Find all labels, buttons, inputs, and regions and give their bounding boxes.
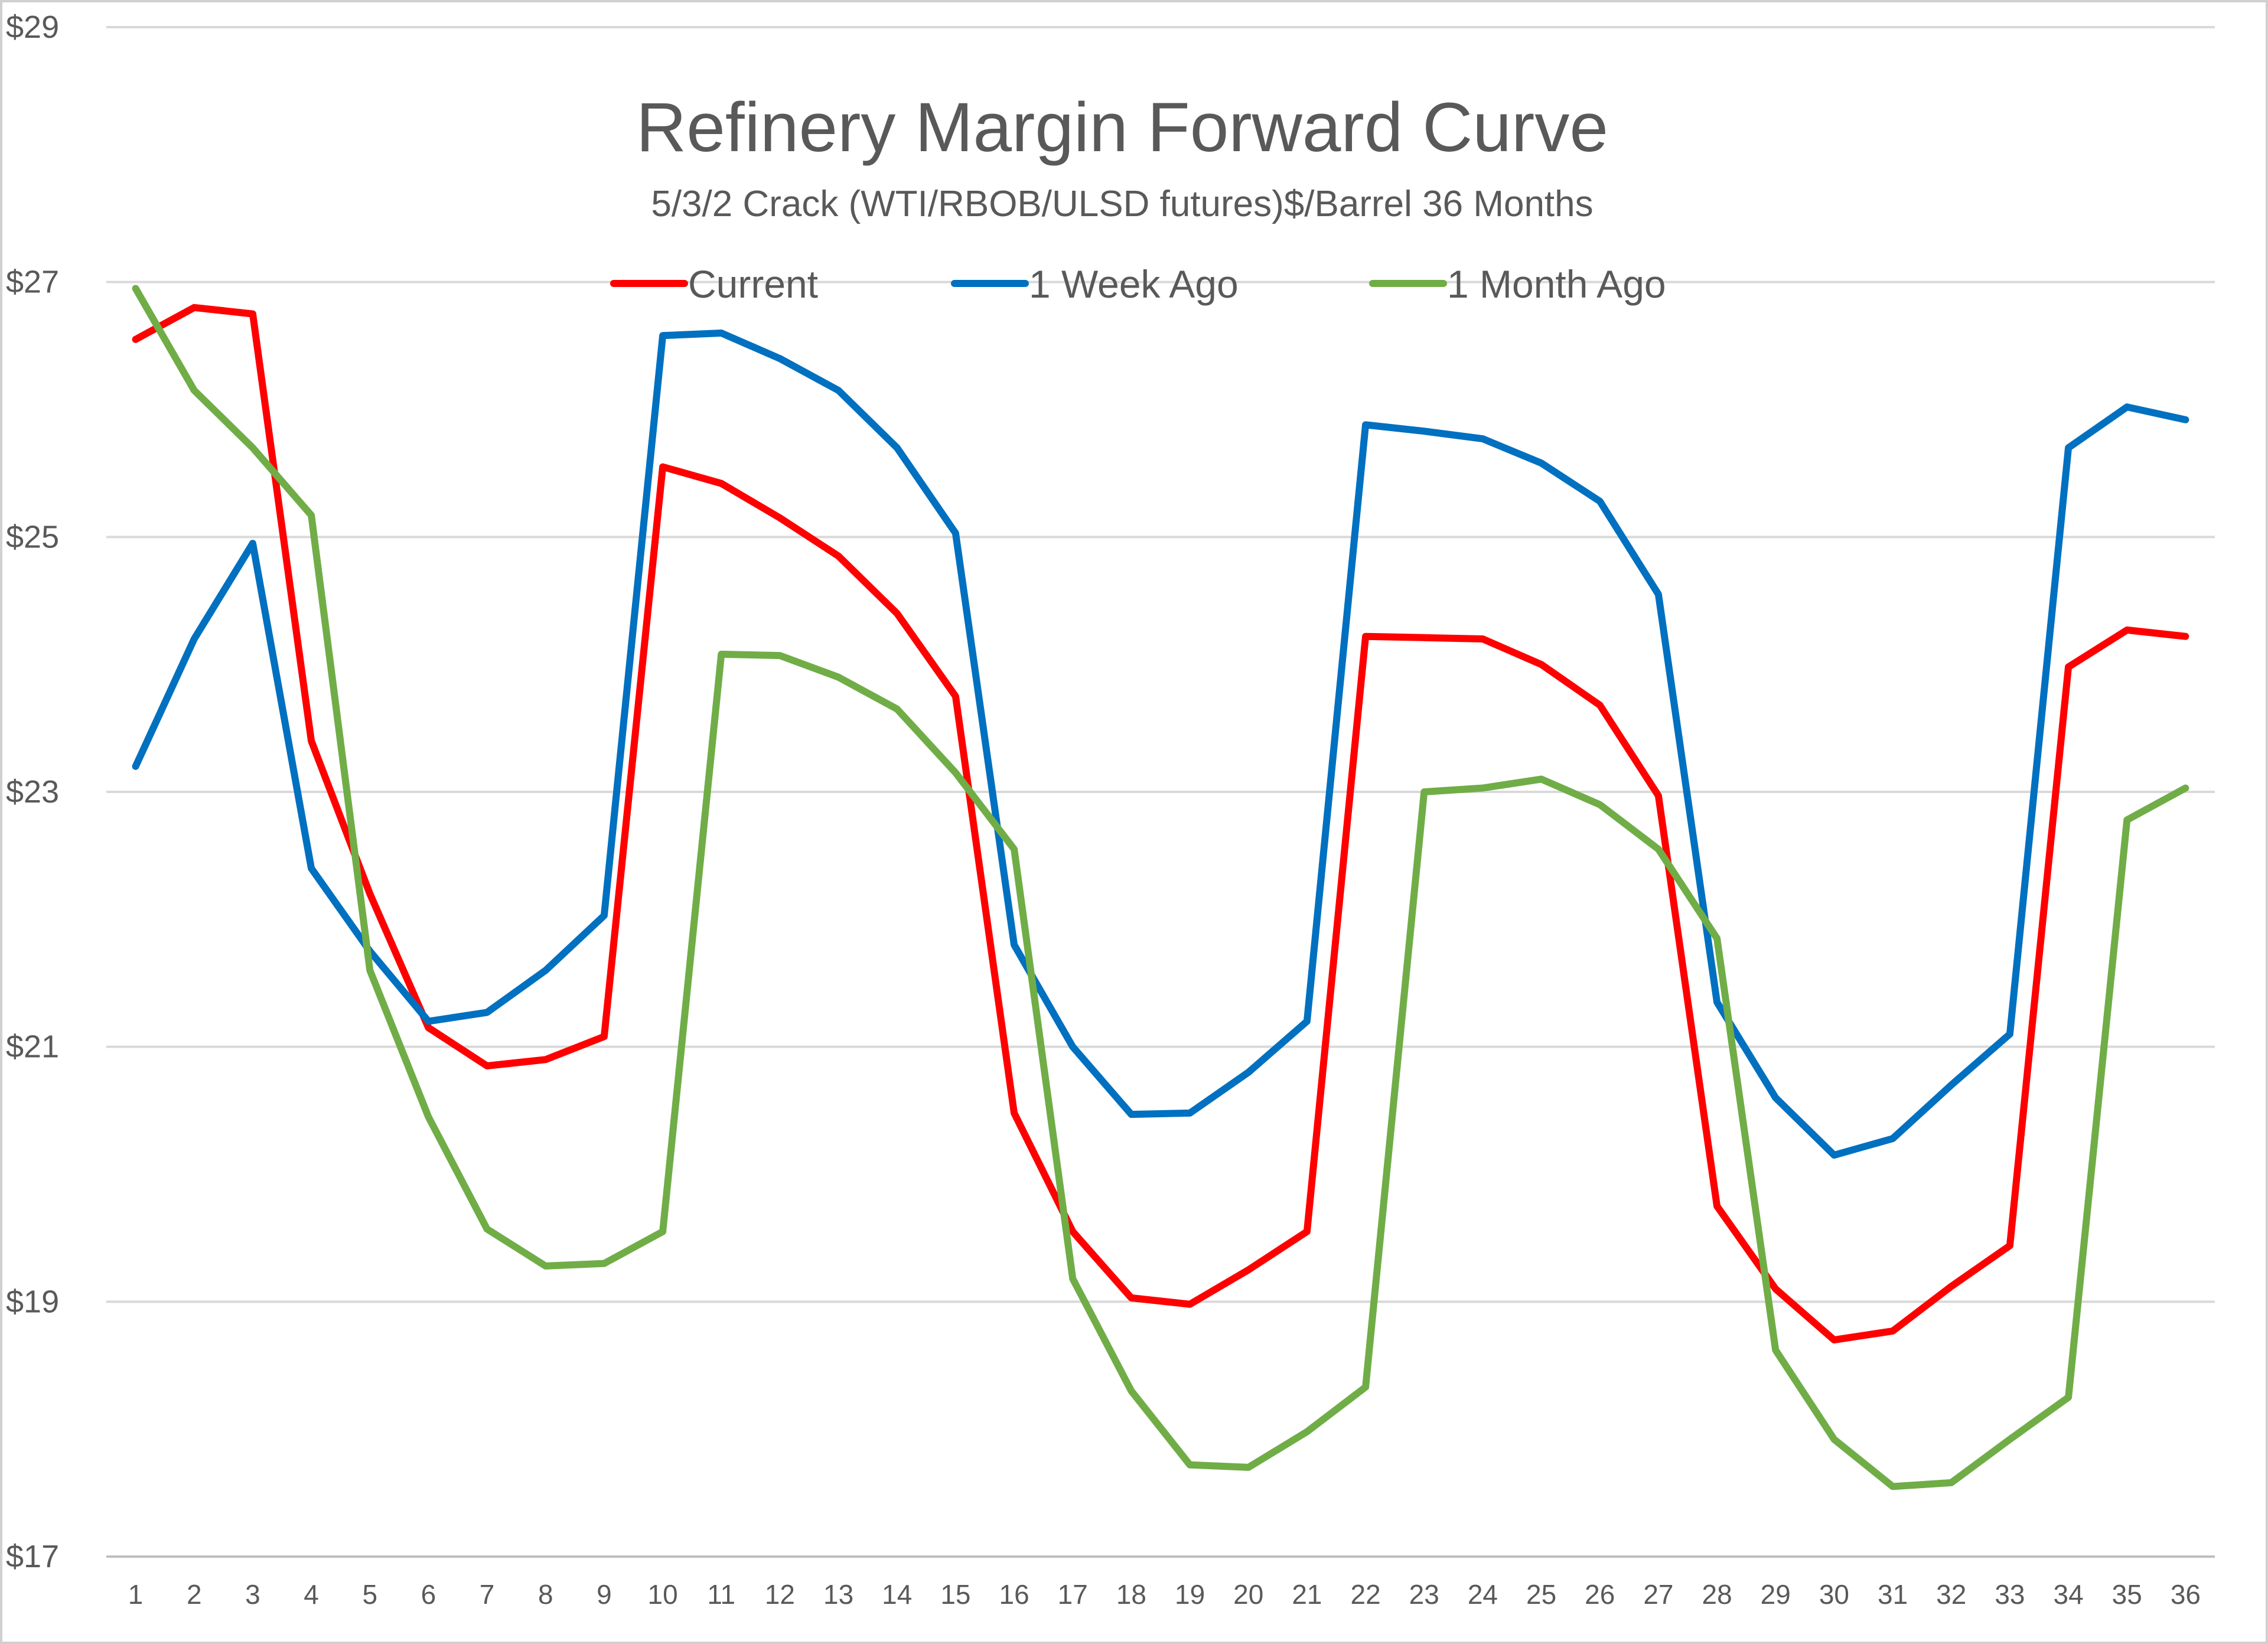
x-tick-label: 33: [1995, 1579, 2025, 1610]
y-tick-label: $19: [6, 1284, 59, 1319]
x-tick-label: 34: [2053, 1579, 2083, 1610]
x-tick-label: 11: [707, 1579, 735, 1610]
x-tick-label: 4: [304, 1579, 319, 1610]
y-tick-label: $27: [6, 265, 59, 300]
x-tick-label: 7: [480, 1579, 495, 1610]
x-tick-label: 15: [940, 1579, 970, 1610]
x-tick-label: 3: [245, 1579, 260, 1610]
legend: Current 1 Week Ago 1 Month Ago: [610, 262, 1666, 306]
x-tick-label: 32: [1936, 1579, 1966, 1610]
x-tick-label: 27: [1643, 1579, 1673, 1610]
x-tick-label: 1: [128, 1579, 144, 1610]
legend-label: 1 Week Ago: [1029, 262, 1239, 306]
legend-label: 1 Month Ago: [1447, 262, 1666, 306]
x-tick-label: 9: [597, 1579, 612, 1610]
legend-label: Current: [688, 262, 818, 306]
x-tick-label: 13: [823, 1579, 853, 1610]
y-tick-label: $17: [6, 1539, 59, 1574]
y-axis-tick-labels: $17 $19 $21 $23 $25 $27 $29: [6, 9, 59, 1574]
x-tick-label: 23: [1409, 1579, 1439, 1610]
x-tick-label: 36: [2171, 1579, 2201, 1610]
y-tick-label: $23: [6, 774, 59, 810]
series-line-1-month-ago: [132, 285, 2189, 1490]
x-tick-label: 25: [1526, 1579, 1556, 1610]
x-tick-label: 29: [1761, 1579, 1791, 1610]
chart-title: Refinery Margin Forward Curve: [636, 89, 1608, 167]
x-tick-label: 12: [765, 1579, 795, 1610]
x-tick-label: 35: [2112, 1579, 2142, 1610]
x-tick-label: 30: [1819, 1579, 1849, 1610]
x-tick-label: 28: [1702, 1579, 1732, 1610]
x-tick-label: 8: [538, 1579, 553, 1610]
y-tick-label: $29: [6, 9, 59, 45]
x-tick-label: 6: [421, 1579, 436, 1610]
x-tick-label: 16: [999, 1579, 1029, 1610]
x-tick-label: 5: [362, 1579, 377, 1610]
x-tick-label: 19: [1175, 1579, 1205, 1610]
x-tick-label: 31: [1878, 1579, 1908, 1610]
series-line-1-week-ago: [132, 330, 2189, 1159]
series-lines: [132, 285, 2189, 1490]
series-line-current: [132, 304, 2189, 1344]
x-tick-label: 2: [187, 1579, 202, 1610]
x-tick-label: 21: [1292, 1579, 1322, 1610]
x-tick-label: 10: [647, 1579, 677, 1610]
x-axis-tick-labels: 1 2 3 4 5 6 7 8 9 10 11 12 13 14 15 16 17 18 19 20 21 22 23 24 2…: [128, 1579, 2201, 1610]
y-tick-label: $21: [6, 1029, 59, 1065]
x-tick-label: 24: [1468, 1579, 1498, 1610]
chart-subtitle: 5/3/2 Crack (WTI/RBOB/ULSD futures)$/Bar…: [651, 184, 1593, 224]
x-tick-label: 17: [1058, 1579, 1088, 1610]
x-tick-label: 18: [1116, 1579, 1146, 1610]
x-tick-label: 20: [1233, 1579, 1263, 1610]
x-tick-label: 14: [882, 1579, 912, 1610]
y-tick-label: $25: [6, 519, 59, 554]
x-tick-label: 26: [1585, 1579, 1615, 1610]
x-tick-label: 22: [1350, 1579, 1380, 1610]
